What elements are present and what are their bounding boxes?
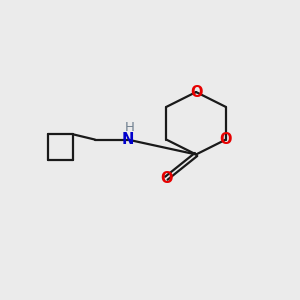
Text: O: O bbox=[190, 85, 202, 100]
Text: N: N bbox=[122, 132, 134, 147]
Text: H: H bbox=[125, 121, 135, 134]
Text: O: O bbox=[160, 171, 172, 186]
Text: O: O bbox=[220, 132, 232, 147]
